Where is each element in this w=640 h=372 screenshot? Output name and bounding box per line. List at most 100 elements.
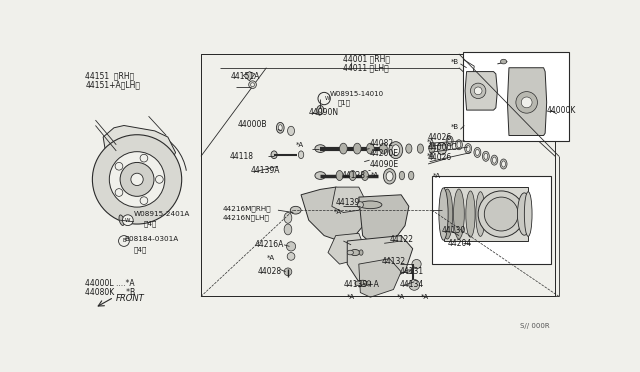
Ellipse shape <box>439 188 448 240</box>
Text: *A: *A <box>420 294 429 300</box>
Circle shape <box>122 215 133 225</box>
Ellipse shape <box>417 144 424 153</box>
Polygon shape <box>508 68 547 135</box>
Text: B: B <box>122 238 126 244</box>
Ellipse shape <box>278 125 282 131</box>
Text: 44001 〈RH〉: 44001 〈RH〉 <box>344 54 390 63</box>
Text: 44151+A〈LH〉: 44151+A〈LH〉 <box>86 80 140 89</box>
Ellipse shape <box>474 147 481 157</box>
Text: 44028: 44028 <box>257 267 282 276</box>
Text: *A: *A <box>296 142 304 148</box>
Text: 44090N: 44090N <box>308 108 339 117</box>
Circle shape <box>118 235 129 246</box>
Text: 44134: 44134 <box>399 280 424 289</box>
Bar <box>463 52 569 141</box>
Ellipse shape <box>319 108 322 112</box>
Ellipse shape <box>349 170 356 180</box>
Text: W: W <box>125 218 131 223</box>
Ellipse shape <box>271 151 277 158</box>
Ellipse shape <box>492 157 496 163</box>
Text: 、1。: 、1。 <box>337 100 350 106</box>
Ellipse shape <box>457 142 461 148</box>
Ellipse shape <box>500 159 507 169</box>
Text: W08915-2401A: W08915-2401A <box>134 211 190 217</box>
Polygon shape <box>103 125 175 170</box>
Ellipse shape <box>491 155 498 165</box>
Text: 44131: 44131 <box>399 267 424 276</box>
Polygon shape <box>465 71 497 110</box>
Ellipse shape <box>315 172 326 179</box>
Ellipse shape <box>517 193 531 235</box>
Text: *B: *B <box>451 124 460 130</box>
Ellipse shape <box>340 143 348 154</box>
Circle shape <box>478 191 524 237</box>
Ellipse shape <box>315 145 326 153</box>
Circle shape <box>140 197 148 205</box>
Text: 44139A: 44139A <box>251 166 280 174</box>
Circle shape <box>140 154 148 162</box>
Circle shape <box>284 268 292 276</box>
Text: 44011 〈LH〉: 44011 〈LH〉 <box>344 63 389 72</box>
Ellipse shape <box>399 171 404 180</box>
Ellipse shape <box>359 201 382 209</box>
Ellipse shape <box>408 171 414 180</box>
Text: 44026: 44026 <box>428 153 452 161</box>
Text: 44216N〈LH〉: 44216N〈LH〉 <box>223 215 269 221</box>
Circle shape <box>251 83 255 87</box>
Text: 、4。: 、4。 <box>143 221 157 227</box>
Ellipse shape <box>298 151 304 158</box>
Text: 44000L ....*A: 44000L ....*A <box>86 279 135 288</box>
Text: 44000K: 44000K <box>547 106 576 115</box>
Polygon shape <box>359 259 401 297</box>
Ellipse shape <box>476 192 485 236</box>
Text: W08915-14010: W08915-14010 <box>330 91 383 97</box>
Circle shape <box>516 92 538 113</box>
Polygon shape <box>359 195 409 246</box>
Ellipse shape <box>389 142 403 158</box>
Ellipse shape <box>336 170 343 180</box>
Text: *A: *A <box>334 209 342 215</box>
Text: *A: *A <box>266 255 275 261</box>
Ellipse shape <box>465 144 472 154</box>
Ellipse shape <box>502 161 506 167</box>
Ellipse shape <box>358 280 367 286</box>
Circle shape <box>109 152 164 207</box>
Ellipse shape <box>500 59 507 64</box>
Bar <box>444 187 528 241</box>
Ellipse shape <box>524 192 532 236</box>
Text: 44090E: 44090E <box>369 160 399 169</box>
Ellipse shape <box>350 250 360 256</box>
Text: W: W <box>324 96 330 101</box>
Text: 44080K ....*B: 44080K ....*B <box>86 288 136 297</box>
Ellipse shape <box>276 122 284 133</box>
Circle shape <box>287 242 296 251</box>
Ellipse shape <box>429 144 435 153</box>
Text: *A: *A <box>371 172 378 178</box>
Ellipse shape <box>476 150 479 155</box>
Ellipse shape <box>291 206 301 214</box>
Ellipse shape <box>362 170 369 180</box>
Text: S// 000R: S// 000R <box>520 323 550 329</box>
Ellipse shape <box>284 212 292 223</box>
Ellipse shape <box>119 215 124 225</box>
Circle shape <box>470 83 486 99</box>
Circle shape <box>249 81 257 89</box>
Text: 44200E: 44200E <box>369 150 399 158</box>
Text: *A: *A <box>427 153 435 159</box>
Circle shape <box>318 92 330 105</box>
Text: *A: *A <box>348 294 355 300</box>
Polygon shape <box>332 187 367 212</box>
Text: 44151  〈RH〉: 44151 〈RH〉 <box>86 71 134 80</box>
Text: 44204: 44204 <box>447 239 472 248</box>
Polygon shape <box>328 233 365 264</box>
Polygon shape <box>348 235 413 283</box>
Circle shape <box>115 189 123 196</box>
Text: 44139+A: 44139+A <box>344 280 380 289</box>
Ellipse shape <box>367 143 374 154</box>
Text: 44139: 44139 <box>336 198 360 207</box>
Circle shape <box>412 260 421 269</box>
Text: 44130: 44130 <box>442 227 466 235</box>
Text: 44151A: 44151A <box>230 73 260 81</box>
Ellipse shape <box>448 138 452 144</box>
Text: 44082: 44082 <box>369 139 394 148</box>
